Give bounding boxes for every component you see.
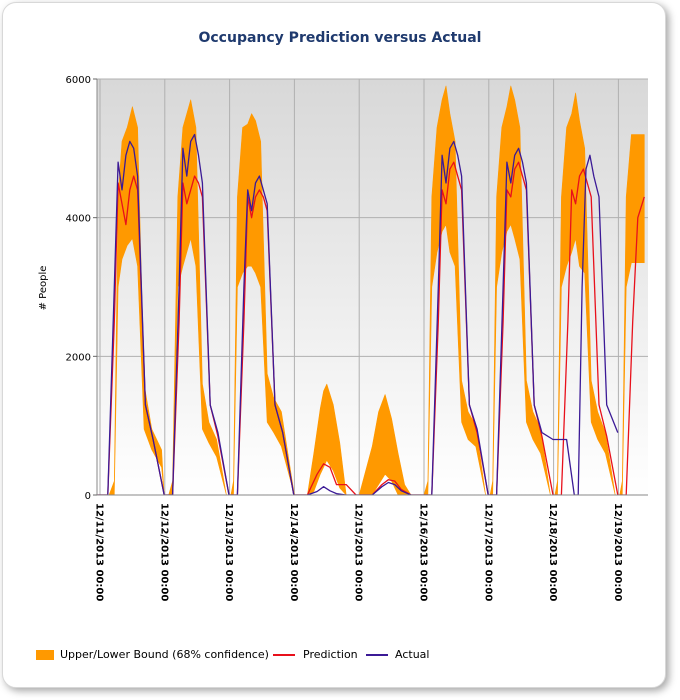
legend-swatch-actual bbox=[366, 654, 388, 656]
x-ticks: 12/11/2013 00:00 12/12/2013 00:00 12/13/20… bbox=[94, 503, 623, 601]
x-tick-label: 12/15/2013 00:00 bbox=[353, 503, 364, 601]
y-tick-label: 6000 bbox=[66, 75, 91, 86]
series-group bbox=[97, 85, 645, 495]
x-tick-label: 12/19/2013 00:00 bbox=[612, 503, 623, 601]
y-tick-label: 4000 bbox=[66, 214, 91, 225]
x-tick-label: 12/11/2013 00:00 bbox=[94, 503, 105, 601]
legend-label-band: Upper/Lower Bound (68% confidence) bbox=[60, 648, 269, 661]
legend-label-prediction: Prediction bbox=[303, 648, 358, 661]
legend-label-actual: Actual bbox=[395, 648, 430, 661]
x-tick-label: 12/16/2013 00:00 bbox=[418, 503, 429, 601]
x-tick-label: 12/12/2013 00:00 bbox=[158, 503, 169, 601]
series-line-prediction bbox=[97, 161, 645, 495]
y-tick-label: 0 bbox=[85, 491, 91, 502]
x-tick-label: 12/13/2013 00:00 bbox=[223, 503, 234, 601]
legend-swatch-band bbox=[36, 650, 54, 660]
y-tick-label: 2000 bbox=[66, 352, 91, 363]
y-ticks: 6000 4000 2000 0 bbox=[66, 75, 97, 502]
legend-swatch-prediction bbox=[273, 654, 295, 656]
x-tick-label: 12/18/2013 00:00 bbox=[547, 503, 558, 601]
y-axis-label: # People bbox=[38, 266, 49, 311]
x-tick-label: 12/14/2013 00:00 bbox=[288, 503, 299, 601]
x-tick-label: 12/17/2013 00:00 bbox=[482, 503, 493, 601]
series-line-actual bbox=[97, 133, 619, 495]
chart-title: Occupancy Prediction versus Actual bbox=[198, 30, 482, 46]
